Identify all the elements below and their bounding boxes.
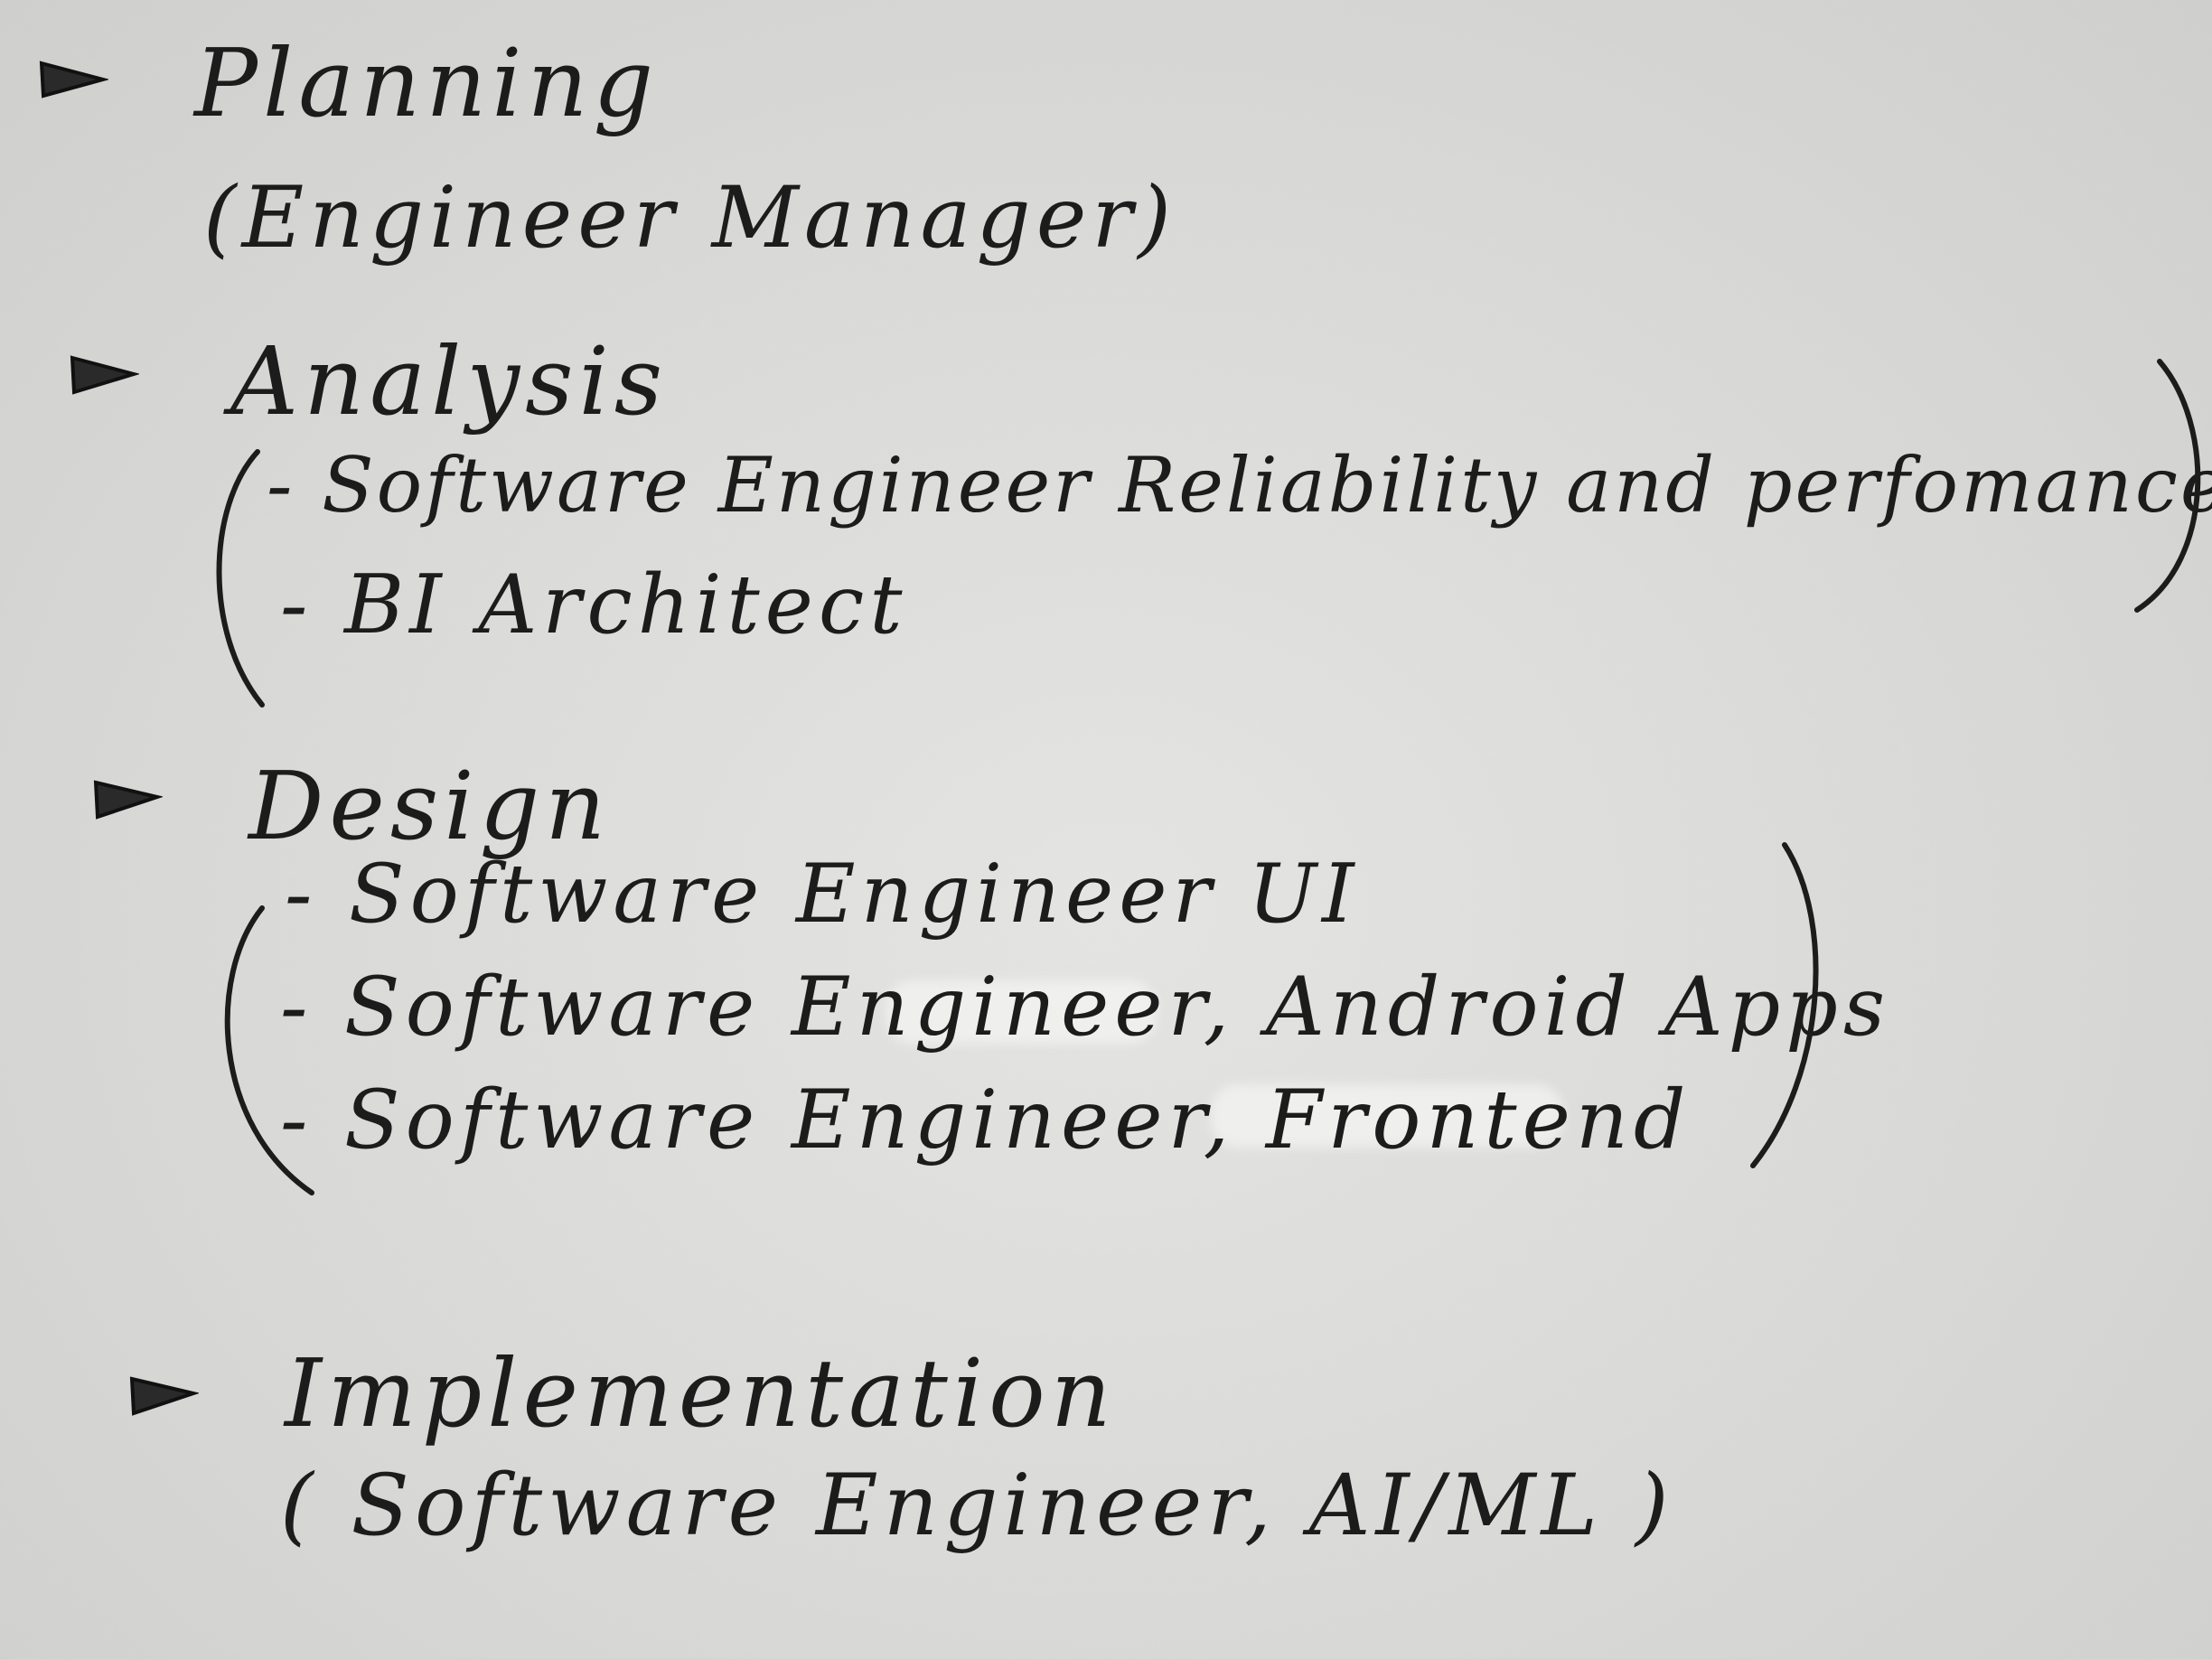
triangle-bullet-icon [129, 1376, 199, 1416]
planning-role-line: (Engineer Manager) [203, 169, 1176, 267]
section-heading-analysis: Analysis [230, 326, 669, 436]
triangle-bullet-icon [93, 780, 163, 820]
design-role-line: - Software Engineer UI [285, 847, 1360, 942]
triangle-bullet-icon [39, 61, 108, 98]
analysis-role-line: - Software Engineer Reliability and perf… [267, 441, 2212, 530]
eraser-smudge [886, 980, 1157, 1044]
implementation-role-line: ( Software Engineer, AI/ML ) [280, 1457, 1674, 1555]
design-role-line: - Software Engineer, Frontend [280, 1073, 1692, 1167]
section-heading-design: Design [248, 751, 612, 861]
left-bracket-analysis [216, 449, 265, 708]
analysis-role-line: - BI Architect [280, 558, 908, 652]
section-heading-planning: Planning [194, 28, 660, 138]
eraser-smudge [1211, 1084, 1563, 1148]
design-role-line: - Software Engineer, Android Apps [280, 960, 1891, 1054]
triangle-bullet-icon [70, 355, 139, 395]
section-heading-implementation: Implementation [285, 1338, 1117, 1448]
